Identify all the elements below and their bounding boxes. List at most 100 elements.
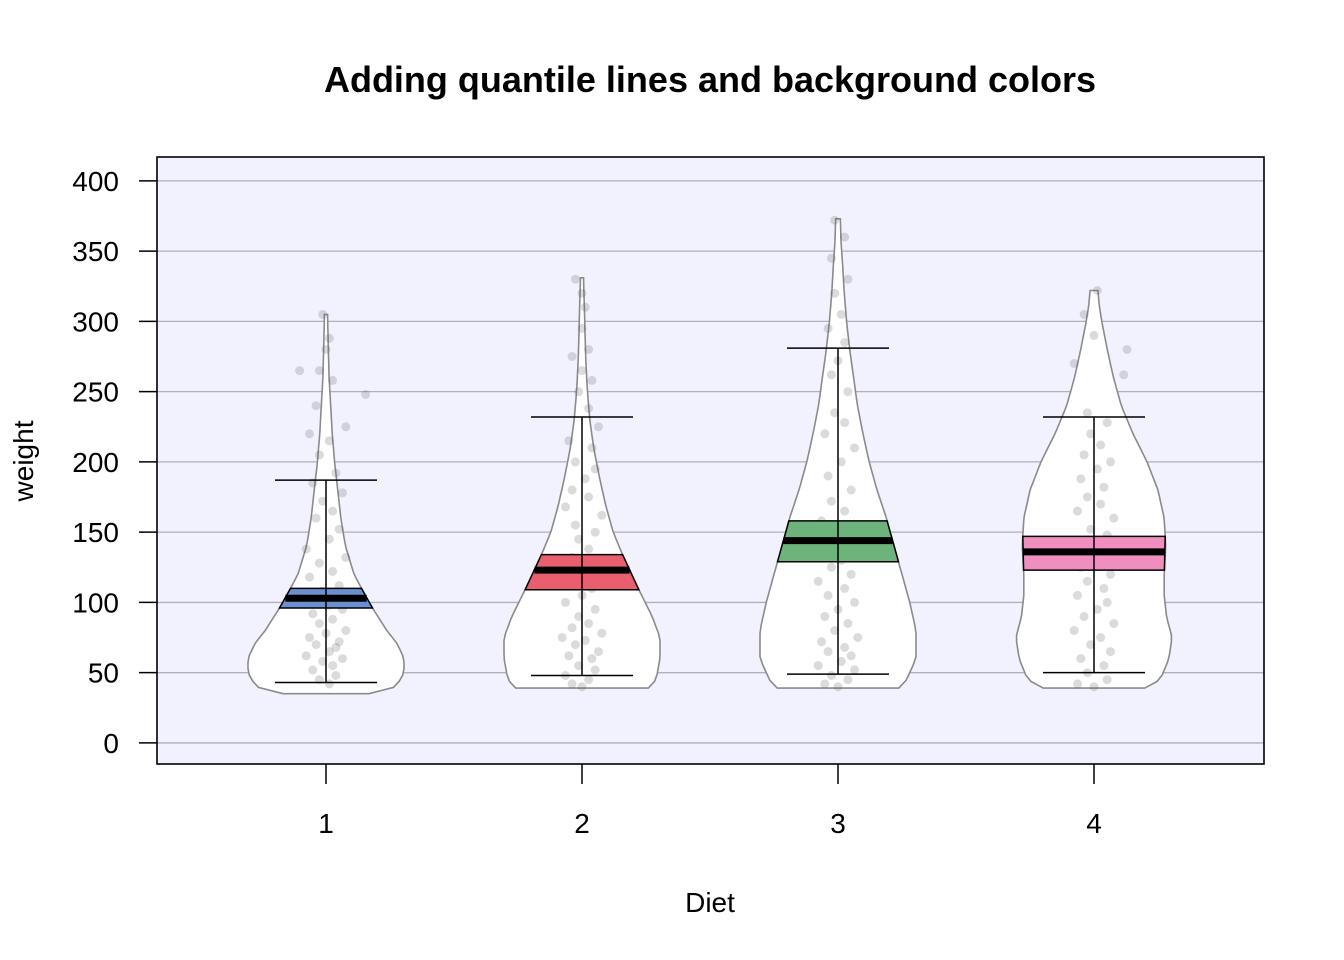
data-point [830,408,840,418]
data-point [1099,661,1109,671]
data-point [328,506,338,516]
x-tick-label: 2 [574,808,590,839]
data-point [830,288,840,298]
data-point [1079,450,1089,460]
data-point [1082,576,1092,586]
data-point [590,604,600,614]
data-point [584,675,594,685]
data-point [308,609,318,619]
data-point [305,429,314,439]
data-point [823,471,833,481]
data-point [1122,345,1132,354]
data-point [587,654,597,664]
data-point [836,656,846,666]
y-tick-label: 350 [72,236,119,267]
data-point [570,520,580,530]
data-point [311,640,321,650]
data-point [590,464,600,474]
data-point [594,422,603,432]
data-point [305,572,314,582]
data-point [324,534,334,544]
data-point [577,682,587,692]
plot-frame [156,156,1265,765]
data-point [826,370,836,380]
data-point [301,544,311,554]
data-point [570,640,580,650]
data-point [324,333,334,343]
x-axis-label: Diet [685,887,735,918]
data-point [820,679,830,689]
data-point [830,215,840,225]
data-point [1092,604,1102,614]
data-point [817,637,826,647]
data-point [1109,513,1119,523]
data-point [823,323,833,333]
data-point [1082,408,1092,418]
data-point [324,436,334,446]
data-point [305,633,314,642]
data-point [813,661,823,671]
x-tick-label: 4 [1086,808,1102,839]
data-point [840,583,850,593]
data-point [587,375,597,385]
data-point [557,633,567,642]
data-point [331,468,341,478]
data-point [820,429,830,439]
data-point [584,544,594,554]
data-point [341,422,351,432]
y-tick-label: 100 [72,587,119,618]
data-point [584,492,594,502]
data-point [328,567,338,576]
data-point [314,619,324,628]
data-point [597,510,607,520]
data-point [334,524,344,534]
data-point [836,457,846,467]
data-point [328,661,338,671]
data-point [584,345,594,354]
data-point [570,457,580,467]
data-point [574,387,584,397]
data-point [826,671,836,680]
data-point [295,366,305,376]
data-point [840,642,850,652]
data-point [843,387,853,397]
data-point [823,590,833,600]
data-point [1096,633,1106,642]
data-point [574,612,584,621]
data-point [1073,679,1082,689]
data-point [561,597,570,607]
data-point [1073,506,1082,516]
data-point [1092,286,1102,295]
data-point [1086,524,1096,534]
data-point [846,485,856,495]
data-point [341,626,351,635]
data-point [840,418,850,428]
data-point [843,274,853,284]
data-point [311,513,321,523]
data-point [1089,682,1099,692]
y-tick-label: 300 [72,306,119,337]
data-point [1079,612,1089,621]
data-point [597,628,607,638]
data-point [574,534,584,544]
y-tick-label: 250 [72,377,119,408]
data-point [1076,474,1086,484]
x-tick-label: 1 [318,808,334,839]
data-point [1086,640,1096,650]
data-point [594,647,603,657]
data-point [328,375,338,385]
data-point [314,450,324,460]
data-point [577,288,587,298]
data-point [584,404,594,413]
data-point [1079,309,1089,319]
data-point [1082,492,1092,502]
y-tick-label: 50 [88,658,119,689]
data-point [840,338,850,347]
data-point [324,647,334,657]
data-point [840,232,850,242]
data-point [850,597,859,607]
data-point [1106,647,1115,657]
y-tick-label: 200 [72,447,119,478]
data-point [324,679,334,689]
data-point [564,651,574,661]
